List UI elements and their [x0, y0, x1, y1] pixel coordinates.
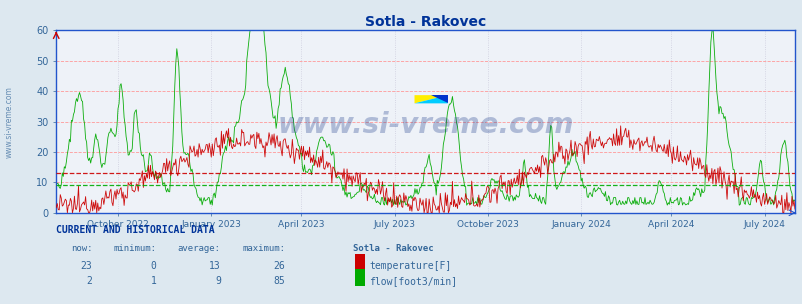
Text: now:: now:: [71, 244, 92, 253]
Text: 9: 9: [215, 276, 221, 286]
Text: 23: 23: [80, 261, 92, 271]
Text: Sotla - Rakovec: Sotla - Rakovec: [353, 244, 433, 253]
Text: 13: 13: [209, 261, 221, 271]
Text: 26: 26: [273, 261, 285, 271]
Polygon shape: [414, 95, 448, 103]
Text: 1: 1: [151, 276, 156, 286]
Text: www.si-vreme.com: www.si-vreme.com: [277, 111, 573, 139]
Text: average:: average:: [177, 244, 221, 253]
Polygon shape: [414, 95, 448, 103]
Text: maximum:: maximum:: [241, 244, 285, 253]
Text: 0: 0: [151, 261, 156, 271]
Text: CURRENT AND HISTORICAL DATA: CURRENT AND HISTORICAL DATA: [56, 225, 215, 235]
Polygon shape: [431, 95, 448, 103]
Text: temperature[F]: temperature[F]: [369, 261, 451, 271]
Text: www.si-vreme.com: www.si-vreme.com: [5, 86, 14, 157]
Text: 2: 2: [87, 276, 92, 286]
Text: minimum:: minimum:: [113, 244, 156, 253]
Text: 85: 85: [273, 276, 285, 286]
Title: Sotla - Rakovec: Sotla - Rakovec: [365, 15, 485, 29]
Text: flow[foot3/min]: flow[foot3/min]: [369, 276, 457, 286]
